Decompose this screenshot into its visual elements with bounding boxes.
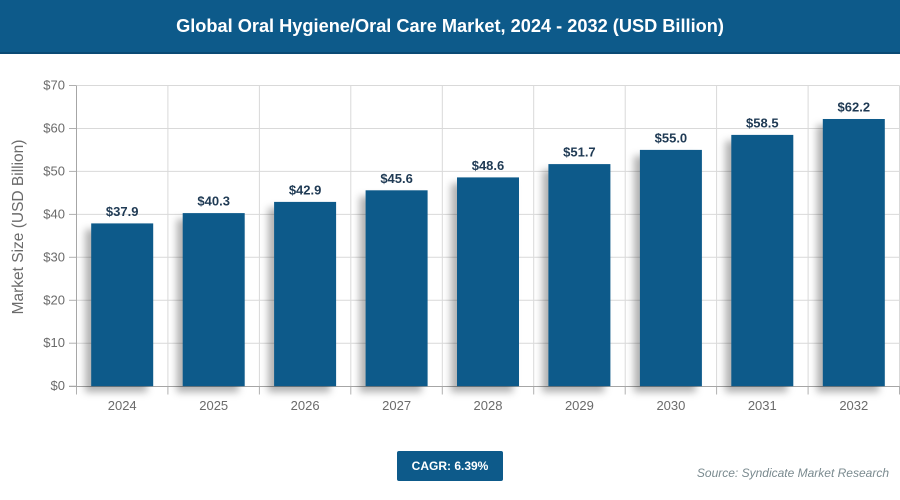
svg-text:$10: $10 [43, 335, 65, 350]
svg-text:$60: $60 [43, 121, 65, 136]
svg-text:2028: 2028 [474, 398, 503, 413]
svg-text:$0: $0 [51, 378, 65, 393]
svg-text:2027: 2027 [382, 398, 411, 413]
svg-text:$50: $50 [43, 163, 65, 178]
svg-text:$55.0: $55.0 [655, 131, 688, 146]
svg-text:Market Size (USD Billion): Market Size (USD Billion) [10, 140, 27, 315]
svg-text:$45.6: $45.6 [380, 171, 413, 186]
svg-text:$70: $70 [43, 78, 65, 93]
svg-text:2030: 2030 [656, 398, 685, 413]
svg-text:2026: 2026 [291, 398, 320, 413]
svg-text:$48.6: $48.6 [472, 158, 505, 173]
svg-text:$62.2: $62.2 [838, 100, 871, 115]
svg-text:$40: $40 [43, 206, 65, 221]
svg-text:$58.5: $58.5 [746, 116, 779, 131]
svg-text:2024: 2024 [108, 398, 137, 413]
svg-text:$20: $20 [43, 292, 65, 307]
svg-text:2032: 2032 [839, 398, 868, 413]
svg-text:2029: 2029 [565, 398, 594, 413]
svg-text:$40.3: $40.3 [197, 194, 230, 209]
svg-text:2025: 2025 [199, 398, 228, 413]
svg-text:$42.9: $42.9 [289, 183, 322, 198]
svg-text:$37.9: $37.9 [106, 204, 139, 219]
svg-text:$51.7: $51.7 [563, 145, 596, 160]
svg-text:2031: 2031 [748, 398, 777, 413]
svg-text:$30: $30 [43, 249, 65, 264]
